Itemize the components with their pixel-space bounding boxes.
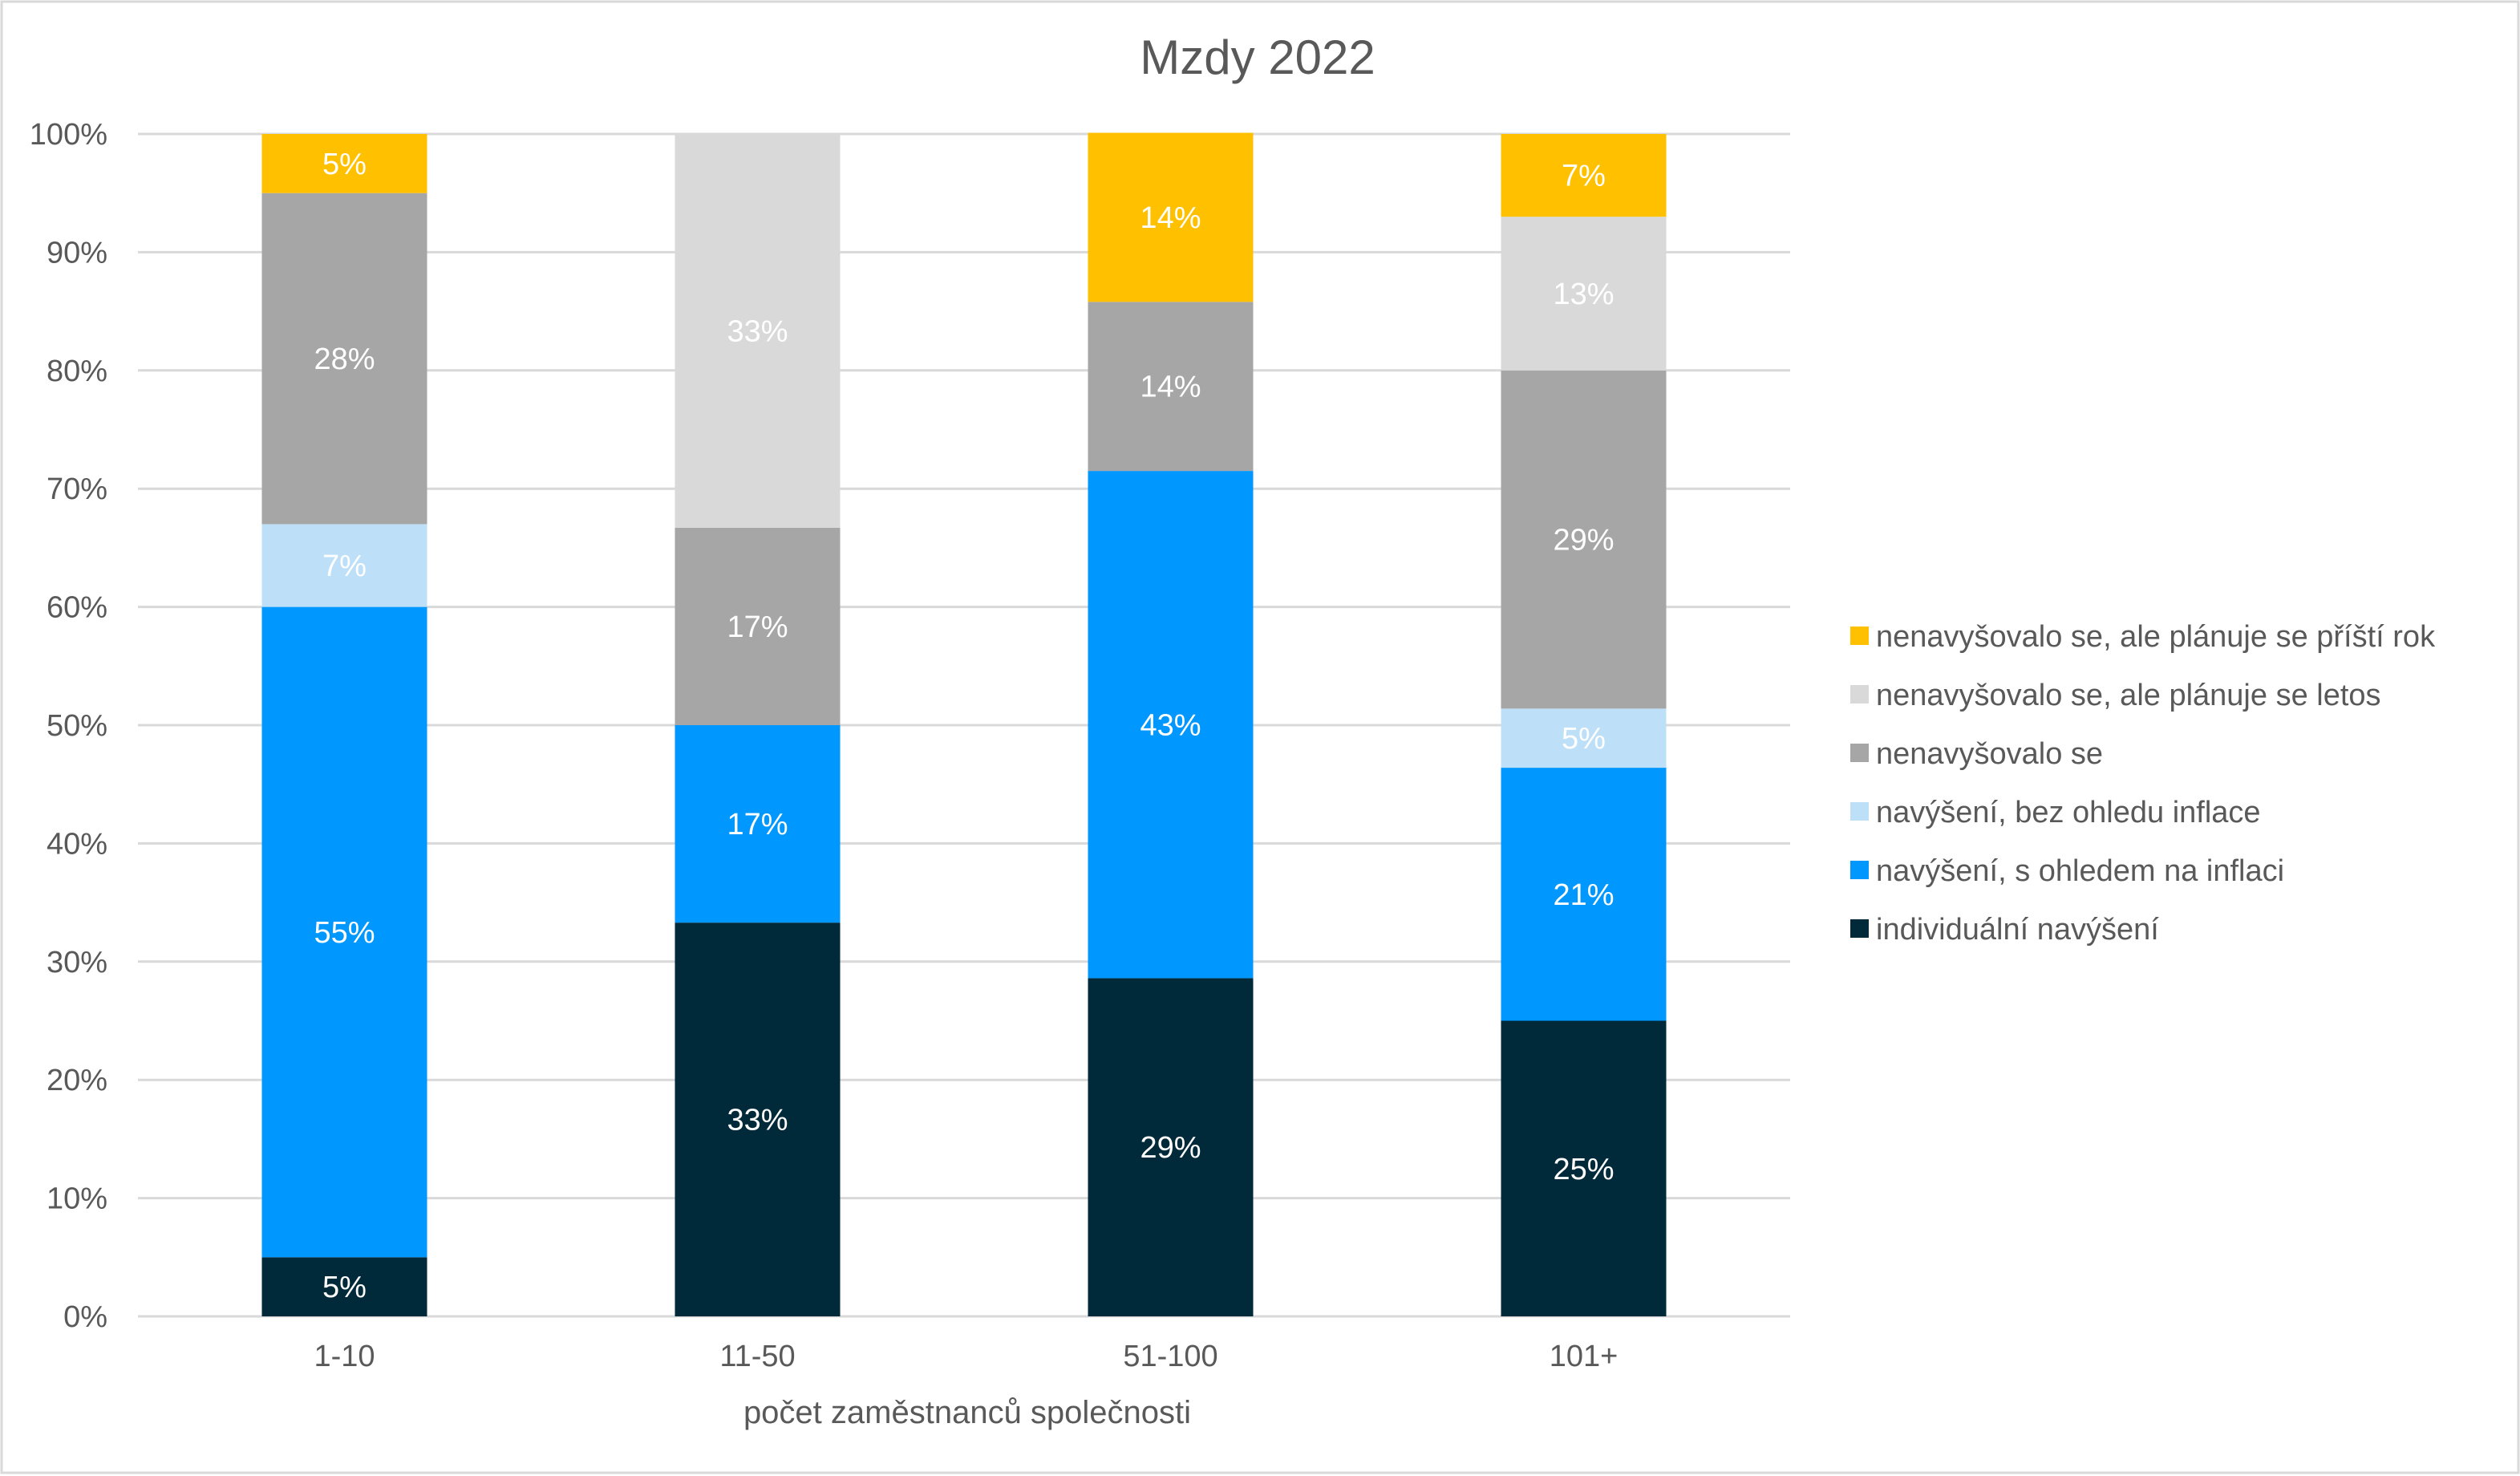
y-tick-label: 60% [47,591,107,625]
bar-segment [261,606,427,1258]
bar-segment [261,193,427,525]
bar-segment [1501,217,1667,371]
legend-label: navýšení, s ohledem na inflaci [1876,854,2284,888]
legend-label: nenavyšovalo se, ale plánuje se letos [1876,679,2381,712]
y-tick-label: 90% [47,236,107,270]
bar-segment [261,524,427,607]
y-tick-label: 40% [47,827,107,861]
legend-swatch [1850,919,1869,938]
data-label: 13% [1553,278,1614,311]
legend: nenavyšovalo se, ale plánuje se příští r… [1850,620,2436,947]
y-tick-label: 70% [47,472,107,506]
bar-segment [1501,134,1667,217]
x-tick-label: 11-50 [719,1340,795,1373]
legend-swatch [1850,626,1869,645]
data-label: 29% [1553,524,1614,558]
data-label: 25% [1553,1153,1614,1186]
y-tick-label: 50% [47,709,107,743]
y-tick-label: 100% [30,118,107,152]
bars [261,132,1667,1316]
legend-label: navýšení, bez ohledu inflace [1876,796,2261,829]
x-axis-label: počet zaměstnanců společnosti [743,1395,1191,1430]
axes: 0% 10% 20% 30% 40% 50% 60% 70% 80% 90% 100% 1-10 11-… [30,118,1619,1373]
data-label: 17% [727,610,788,644]
y-tick-label: 30% [47,946,107,979]
bar-segment [675,527,841,725]
data-label: 17% [727,808,788,841]
x-tick-label: 101+ [1550,1340,1619,1373]
data-label: 28% [314,343,375,376]
x-tick-label: 51-100 [1123,1340,1217,1373]
data-label: 7% [1562,160,1606,193]
bar-segment [675,134,841,528]
bar-segment [675,725,841,923]
legend-swatch [1850,685,1869,704]
bar-segment [675,922,841,1316]
data-label: 7% [322,549,367,583]
data-labels: 5% 55% 7% 28% 5% 33% 17% 17% 33% 29% 43% 14% 14% 25% 2… [314,148,1614,1304]
y-tick-label: 80% [47,355,107,388]
y-tick-label: 20% [47,1064,107,1097]
bar-segment [1501,768,1667,1021]
bar-segment [1088,471,1254,979]
bar-segment [1501,708,1667,768]
data-label: 33% [727,314,788,348]
data-label: 5% [322,148,367,181]
data-label: 29% [1140,1131,1201,1165]
bar-segment [1501,370,1667,709]
bar-segment [261,134,427,193]
bar-segment [261,1257,427,1316]
x-tick-label: 1-10 [314,1340,375,1373]
bar-segment [1088,978,1254,1316]
data-label: 21% [1553,878,1614,912]
legend-label: individuální navýšení [1876,913,2159,947]
bar-segment [1088,302,1254,472]
data-label: 5% [1562,722,1606,756]
legend-label: nenavyšovalo se [1876,737,2103,771]
chart-title: Mzdy 2022 [1140,30,1375,84]
data-label: 55% [314,916,375,950]
bar-segment [1501,1020,1667,1316]
y-tick-label: 0% [63,1300,107,1334]
legend-swatch [1850,802,1869,821]
y-tick-label: 10% [47,1182,107,1216]
data-label: 5% [322,1271,367,1304]
data-label: 43% [1140,708,1201,742]
data-label: 33% [727,1104,788,1137]
legend-label: nenavyšovalo se, ale plánuje se příští r… [1876,620,2436,654]
legend-swatch [1850,861,1869,879]
data-label: 14% [1140,201,1201,235]
bar-segment [1088,132,1254,302]
legend-swatch [1850,744,1869,762]
data-label: 14% [1140,371,1201,404]
